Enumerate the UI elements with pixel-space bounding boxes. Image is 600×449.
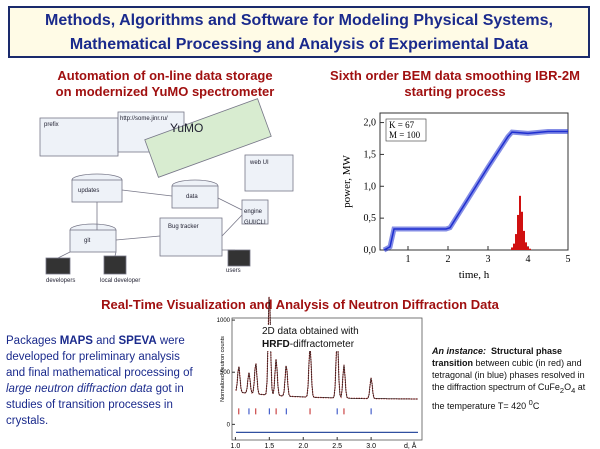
peak-bar: [519, 195, 521, 250]
x-tick-label: 5: [566, 254, 571, 265]
db: [69, 229, 117, 253]
diffraction-chart: 1.0 1.5 2.0 2.5 3.0 d, Å 0 500 1000 Normalized ne…: [217, 296, 418, 449]
x-axis-label: time, h: [459, 269, 490, 281]
x-axis-label: d, Å: [404, 441, 417, 449]
diagram-label: engine: [244, 209, 263, 215]
text: were developed for preliminary analysis …: [6, 335, 193, 379]
title-line: Sixth order BEM data smoothing IBR-2M: [330, 68, 580, 83]
screen: [39, 117, 119, 157]
schematic: [39, 98, 294, 275]
text: got in studies of transition processes i…: [6, 383, 184, 427]
spectrometer: [144, 98, 272, 178]
power-line: [383, 130, 568, 251]
text: C: [532, 400, 540, 411]
y-tick-label: 1,5: [364, 149, 377, 160]
diagram-label: http://some.jinr.ru/: [120, 116, 168, 122]
diagram-label: web UI: [249, 160, 269, 166]
text: large neutron diffraction data: [6, 383, 153, 395]
text: SPEVA: [118, 335, 157, 347]
x-tick-label: 3: [486, 254, 491, 265]
pc: [227, 249, 251, 267]
section-title: Real-Time Visualization and Analysis of …: [101, 297, 499, 312]
y-axis-label: power, MW: [341, 155, 353, 208]
text: 4: [571, 385, 576, 395]
y-tick-label: 1,0: [364, 181, 377, 192]
peak-bar: [513, 243, 515, 250]
instance-note: An instance: Structural phase transition…: [432, 345, 596, 412]
y-tick-label: 0,0: [364, 245, 377, 256]
text: HRFD: [262, 339, 290, 350]
y-tick-label: 0,5: [364, 213, 377, 224]
legend-box: [385, 118, 427, 142]
x-tick-label: 4: [526, 254, 531, 265]
peak-bar: [529, 248, 531, 250]
schematic-labels: prefix http://some.jinr.ru/YuMO updates git…: [44, 116, 269, 284]
diagram-label: local developer: [100, 278, 140, 284]
text: 2: [559, 385, 565, 395]
title-line: Methods, Algorithms and Software for Mod…: [45, 12, 553, 29]
peak-bar: [527, 246, 529, 250]
title-line: on modernized YuMO spectrometer: [55, 84, 275, 99]
screen: [159, 217, 223, 257]
peak-bar: [525, 242, 527, 250]
header: Methods, Algorithms and Software for Mod…: [8, 6, 590, 58]
y-tick-label: 0: [227, 422, 231, 428]
diagram-label: prefix: [44, 122, 59, 128]
text: -diffractometer: [289, 339, 355, 350]
y-tick-label: 2,0: [364, 118, 377, 129]
title-line: Automation of on-line data storage: [57, 68, 273, 83]
peak-bar: [517, 214, 519, 250]
diagram-label: data: [186, 194, 198, 200]
db: [171, 185, 219, 209]
diagram-label: developers: [46, 278, 75, 284]
x-tick-label: 1: [406, 254, 411, 265]
section-title: Automation of on-line data storage on mo…: [20, 68, 310, 100]
text: Structural phase transition: [432, 346, 563, 368]
screen: [244, 154, 294, 192]
text: An instance:: [432, 346, 487, 356]
diagram-label: updates: [78, 188, 99, 194]
x-tick-label: 2.0: [298, 443, 308, 449]
y-tick-label: 1000: [217, 318, 231, 324]
diagram-label: Bug tracker: [168, 224, 199, 230]
text: and: [92, 335, 119, 347]
y-tick-label: 500: [220, 370, 231, 376]
diagram-label: YuMO: [170, 121, 203, 135]
title-line: Mathematical Processing and Analysis of …: [69, 36, 529, 53]
diagram-label: git: [84, 238, 91, 244]
pc: [45, 257, 71, 275]
model-curve: [235, 296, 418, 400]
pc: [103, 255, 127, 275]
text: Packages: [6, 335, 60, 347]
legend-text: M = 100: [389, 130, 421, 140]
title-line: starting process: [404, 84, 506, 99]
y-axis-label: Normalized neutron counts: [220, 336, 226, 402]
legend-text: K = 67: [389, 120, 415, 130]
text: at the temperature T= 420: [432, 382, 586, 411]
x-tick-label: 2: [446, 254, 451, 265]
peak-bar: [515, 234, 517, 250]
text: between cubic (in red) and tetragonal (i…: [432, 358, 585, 392]
text: 2D data obtained with: [262, 326, 359, 337]
inset-note: 2D data obtained with HRFD-diffractomete…: [262, 325, 359, 351]
x-tick-label: 3.0: [366, 443, 376, 449]
bem-chart: 1 2 3 4 5 0,0 0,5 1,0 1,5 2,0 time, h power, MW K = …: [341, 118, 571, 281]
link: [57, 189, 243, 259]
peak-bar: [521, 211, 523, 250]
text: MAPS: [59, 335, 93, 347]
x-tick-label: 1.5: [264, 443, 274, 449]
diagram-label: GUI/CLI: [244, 220, 266, 226]
description: Packages MAPS and SPEVA were developed f…: [6, 333, 198, 429]
text: 0: [528, 397, 533, 407]
text: O: [564, 382, 572, 392]
x-tick-label: 1.0: [231, 443, 241, 449]
box: [241, 199, 269, 225]
peak-bar: [511, 247, 513, 250]
x-tick-label: 2.5: [332, 443, 342, 449]
peak-bar: [523, 230, 525, 250]
diagram-label: users: [226, 268, 241, 274]
section-title: Sixth order BEM data smoothing IBR-2M st…: [320, 68, 590, 100]
